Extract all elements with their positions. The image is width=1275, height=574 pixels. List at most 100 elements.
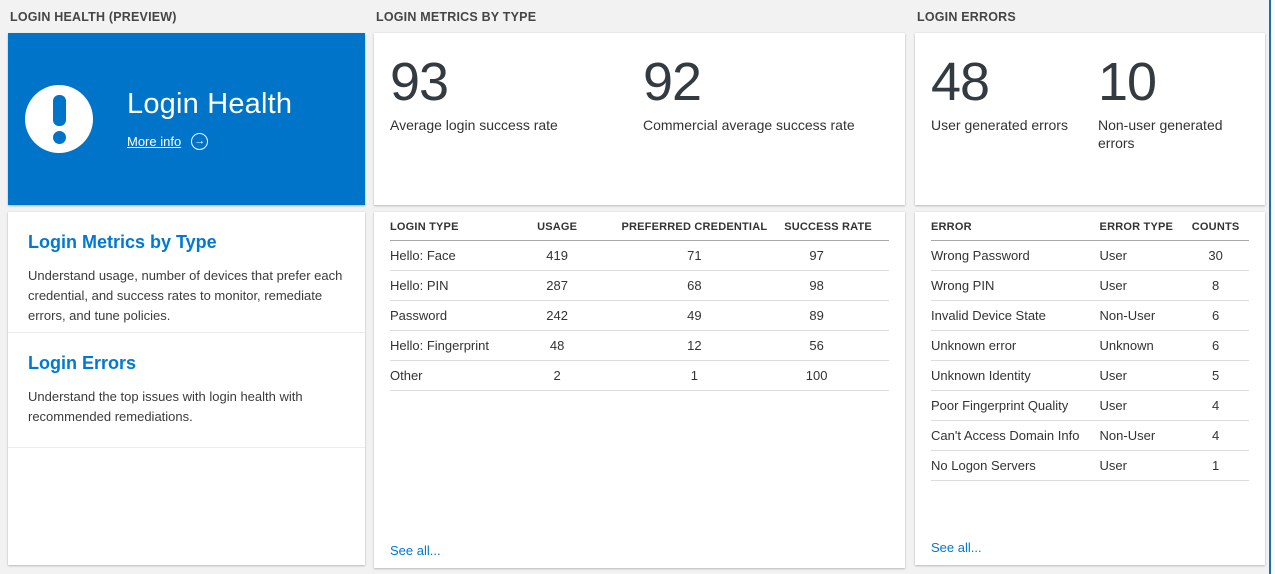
nav-item-title: Login Errors (28, 353, 137, 373)
cell-success-rate: 98 (784, 270, 889, 301)
cell-error-type: User (1099, 390, 1183, 421)
see-all-link[interactable]: See all... (931, 540, 982, 555)
cell-login-type: Hello: Fingerprint (390, 330, 510, 361)
table-row: Hello: PIN 287 68 98 (390, 270, 889, 301)
nav-card: Login Metrics by Type Understand usage, … (8, 212, 365, 565)
stat-label: User generated errors (931, 117, 1068, 133)
cell-error: Invalid Device State (931, 300, 1100, 331)
nav-item-login-metrics[interactable]: Login Metrics by Type Understand usage, … (8, 212, 365, 333)
cell-counts: 1 (1182, 450, 1249, 481)
stat-value: 10 (1098, 52, 1157, 112)
cell-error: Can't Access Domain Info (931, 420, 1100, 451)
cell-counts: 5 (1182, 360, 1249, 391)
cell-error-type: User (1099, 270, 1183, 301)
login-errors-column: LOGIN ERRORS 48 User generated errors 10… (915, 0, 1265, 565)
stat-label: Commercial average success rate (643, 117, 855, 133)
cell-counts: 8 (1182, 270, 1249, 301)
cell-success-rate: 56 (784, 330, 889, 361)
cell-login-type: Password (390, 300, 510, 331)
stat-commercial-average: 92 Commercial average success rate (643, 55, 896, 205)
cell-error: No Logon Servers (931, 450, 1100, 481)
cell-error-type: Unknown (1099, 330, 1183, 361)
table-row: Wrong PIN User 8 (931, 270, 1249, 301)
table-header-row: ERROR ERROR TYPE COUNTS (931, 214, 1249, 241)
cell-preferred-credential: 49 (604, 300, 785, 331)
stat-value: 93 (390, 52, 449, 112)
hero-text: Login Health More info → (127, 88, 292, 150)
cell-usage: 287 (509, 270, 605, 301)
table-row: Invalid Device State Non-User 6 (931, 300, 1249, 331)
stat-average-success: 93 Average login success rate (390, 55, 643, 205)
cell-usage: 48 (509, 330, 605, 361)
cell-counts: 6 (1182, 330, 1249, 361)
errors-stat-card: 48 User generated errors 10 Non-user gen… (915, 33, 1265, 205)
arrow-right-icon[interactable]: → (191, 133, 209, 150)
table-row: Wrong Password User 30 (931, 240, 1249, 271)
table-row: Unknown Identity User 5 (931, 360, 1249, 391)
login-metrics-column: LOGIN METRICS BY TYPE 93 Average login s… (374, 0, 905, 568)
table-row: Password 242 49 89 (390, 300, 889, 331)
cell-preferred-credential: 71 (604, 240, 785, 271)
table-header-row: LOGIN TYPE USAGE PREFERRED CREDENTIAL SU… (390, 214, 889, 241)
cell-preferred-credential: 1 (604, 360, 785, 391)
more-info-link[interactable]: More info (127, 134, 182, 149)
nav-item-title: Login Metrics by Type (28, 232, 217, 252)
column-header-preferred-credential[interactable]: PREFERRED CREDENTIAL (604, 214, 785, 241)
column-header-usage[interactable]: USAGE (509, 214, 605, 241)
column-header-counts[interactable]: COUNTS (1182, 214, 1249, 241)
blade-edge-line (1269, 0, 1271, 574)
table-row: No Logon Servers User 1 (931, 450, 1249, 481)
metrics-table-card: LOGIN TYPE USAGE PREFERRED CREDENTIAL SU… (374, 212, 905, 568)
table-row: Hello: Fingerprint 48 12 56 (390, 330, 889, 361)
exclamation-dot (52, 130, 66, 144)
section-header-login-health: LOGIN HEALTH (PREVIEW) (10, 9, 177, 24)
cell-error-type: User (1099, 450, 1183, 481)
cell-login-type: Hello: PIN (390, 270, 510, 301)
metrics-stat-card: 93 Average login success rate 92 Commerc… (374, 33, 905, 205)
login-metrics-table: LOGIN TYPE USAGE PREFERRED CREDENTIAL SU… (390, 214, 889, 391)
cell-error: Wrong PIN (931, 270, 1100, 301)
section-header-login-metrics: LOGIN METRICS BY TYPE (376, 9, 537, 24)
exclamation-bar (52, 94, 66, 126)
column-header-success-rate[interactable]: SUCCESS RATE (784, 214, 889, 241)
cell-counts: 4 (1182, 420, 1249, 451)
stat-non-user-errors: 10 Non-user generated errors (1098, 55, 1265, 205)
cell-counts: 4 (1182, 390, 1249, 421)
table-row: Can't Access Domain Info Non-User 4 (931, 420, 1249, 451)
see-all-link[interactable]: See all... (390, 543, 441, 558)
cell-preferred-credential: 68 (604, 270, 785, 301)
column-header-error[interactable]: ERROR (931, 214, 1100, 241)
nav-item-login-errors[interactable]: Login Errors Understand the top issues w… (8, 333, 365, 448)
cell-error-type: User (1099, 240, 1183, 271)
cell-success-rate: 89 (784, 300, 889, 331)
table-row: Hello: Face 419 71 97 (390, 240, 889, 271)
cell-error-type: User (1099, 360, 1183, 391)
cell-success-rate: 100 (784, 360, 889, 391)
login-health-tile[interactable]: Login Health More info → (8, 33, 365, 205)
cell-error-type: Non-User (1099, 300, 1183, 331)
cell-login-type: Hello: Face (390, 240, 510, 271)
column-header-error-type[interactable]: ERROR TYPE (1099, 214, 1183, 241)
table-row: Unknown error Unknown 6 (931, 330, 1249, 361)
table-row: Poor Fingerprint Quality User 4 (931, 390, 1249, 421)
column-header-login-type[interactable]: LOGIN TYPE (390, 214, 510, 241)
stat-user-errors: 48 User generated errors (931, 55, 1098, 205)
stat-value: 92 (643, 52, 702, 112)
login-errors-table: ERROR ERROR TYPE COUNTS Wrong Password U… (931, 214, 1249, 481)
nav-item-description: Understand the top issues with login hea… (28, 389, 303, 425)
stat-value: 48 (931, 52, 990, 112)
cell-usage: 242 (509, 300, 605, 331)
cell-counts: 30 (1182, 240, 1249, 271)
cell-error: Wrong Password (931, 240, 1100, 271)
login-health-column: LOGIN HEALTH (PREVIEW) Login Health More… (8, 0, 365, 565)
cell-usage: 419 (509, 240, 605, 271)
cell-success-rate: 97 (784, 240, 889, 271)
cell-usage: 2 (509, 360, 605, 391)
table-row: Other 2 1 100 (390, 360, 889, 391)
exclamation-icon (25, 85, 93, 153)
cell-error: Poor Fingerprint Quality (931, 390, 1100, 421)
cell-counts: 6 (1182, 300, 1249, 331)
cell-error: Unknown Identity (931, 360, 1100, 391)
nav-item-description: Understand usage, number of devices that… (28, 268, 343, 324)
cell-error-type: Non-User (1099, 420, 1183, 451)
